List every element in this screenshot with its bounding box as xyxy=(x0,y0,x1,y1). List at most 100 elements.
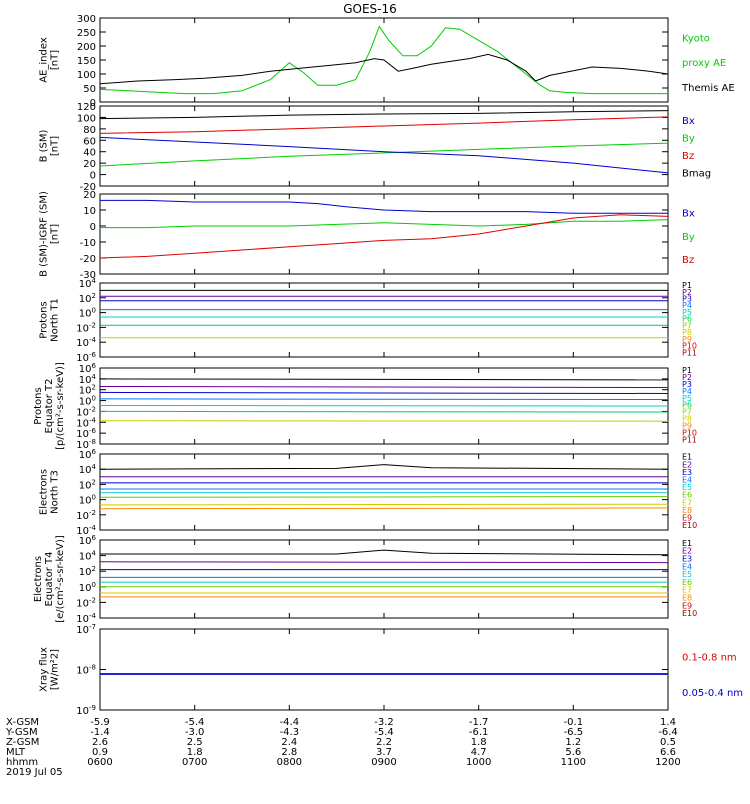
xaxis-tick-label: 4.7 xyxy=(471,747,487,758)
protons-equator-t2-ytick-label: 10-8 xyxy=(76,438,96,451)
xaxis-tick-label: 1.8 xyxy=(187,747,203,758)
xaxis-tick-label: -5.4 xyxy=(185,717,205,728)
ae-index-ytick-label: 250 xyxy=(77,28,96,39)
xaxis-tick-label: 1100 xyxy=(561,757,586,768)
b-sm-igrf-ytick-label: 20 xyxy=(83,190,96,201)
protons-north-t1-ytick-label: 10-2 xyxy=(76,321,96,334)
protons-equator-t2-series-p4 xyxy=(99,398,669,400)
b-sm-igrf-legend-label: Bz xyxy=(682,255,694,266)
xaxis-tick-label: 0800 xyxy=(277,757,302,768)
b-sm-legend-label: Bz xyxy=(682,151,694,162)
electrons-equator-t4-legend-label: E10 xyxy=(682,609,697,618)
xaxis-tick-label: 6.6 xyxy=(660,747,676,758)
electrons-equator-t4-legend-label: E8 xyxy=(682,593,692,602)
ae-index-ytick-label: 100 xyxy=(77,70,96,81)
xaxis-tick-label: -0.1 xyxy=(564,717,584,728)
electrons-north-t3-series-e6 xyxy=(99,496,669,498)
electrons-north-t3-ytick-label: 102 xyxy=(79,478,96,491)
ae-index-series-kyoto-proxy-ae xyxy=(99,25,668,95)
b-sm-ytick-label: 100 xyxy=(77,113,96,124)
xaxis-tick-label: -5.4 xyxy=(374,727,394,738)
protons-north-t1-legend-label: P10 xyxy=(682,342,697,351)
xaxis-row-label: Y-GSM xyxy=(5,727,38,738)
ae-index-series-themis-ae xyxy=(99,53,669,85)
xaxis-tick-label: -6.5 xyxy=(564,727,584,738)
protons-north-t1-legend-label: P8 xyxy=(682,328,692,337)
electrons-north-t3-legend-label: E5 xyxy=(682,483,692,492)
protons-equator-t2-legend-label: P4 xyxy=(682,387,692,396)
protons-north-t1-ytick-label: 10-4 xyxy=(76,336,96,349)
xaxis-tick-label: 0600 xyxy=(87,757,112,768)
b-sm-ytick-label: 120 xyxy=(77,102,96,113)
protons-north-t1-frame xyxy=(99,282,669,358)
xray-flux-ytick-label: 10-7 xyxy=(76,623,96,636)
xaxis-tick-label: -1.7 xyxy=(469,717,489,728)
b-sm-ytick-label: 80 xyxy=(83,125,96,136)
electrons-north-t3-series-e8 xyxy=(99,507,669,510)
ae-index-legend-label: Themis AE xyxy=(681,83,735,94)
electrons-north-t3-series-e1 xyxy=(99,464,669,470)
electrons-equator-t4-legend-label: E6 xyxy=(682,578,692,587)
b-sm-igrf-series-bx xyxy=(100,199,668,214)
protons-north-t1-legend-label: P9 xyxy=(682,335,692,344)
ae-index-ylabel: AE_index xyxy=(39,37,50,83)
xaxis-tick-label: 0.5 xyxy=(660,737,676,748)
date-label: 2019 Jul 05 xyxy=(6,767,63,778)
electrons-north-t3-ytick-label: 106 xyxy=(79,448,97,461)
protons-equator-t2-legend-label: P7 xyxy=(682,408,692,417)
protons-equator-t2-legend-label: P1 xyxy=(682,366,692,375)
ae-index-ytick-label: 50 xyxy=(83,84,96,95)
electrons-equator-t4-ytick-label: 102 xyxy=(79,565,96,578)
protons-equator-t2-ytick-label: 106 xyxy=(79,362,97,375)
b-sm-series-by xyxy=(99,142,669,167)
xaxis-tick-label: 5.6 xyxy=(565,747,581,758)
b-sm-ytick-label: 60 xyxy=(83,136,96,147)
xaxis-row-label: X-GSM xyxy=(6,717,39,728)
ae-index-legend-label: Kyoto xyxy=(682,34,710,45)
b-sm-ytick-label: 0 xyxy=(90,171,96,182)
protons-north-t1-legend-label: P6 xyxy=(682,315,692,324)
protons-equator-t2-series-p1 xyxy=(99,378,669,381)
protons-equator-t2-series-p5 xyxy=(99,405,669,407)
b-sm-igrf-legend-label: Bx xyxy=(682,209,695,220)
xaxis-tick-label: 2.5 xyxy=(187,737,203,748)
protons-equator-t2-ylabel: Equator T2 xyxy=(44,379,55,434)
xaxis-tick-label: 0700 xyxy=(182,757,207,768)
protons-north-t1-legend-label: P11 xyxy=(682,348,697,357)
b-sm-ytick-label: -20 xyxy=(80,182,96,193)
ae-index-ytick-label: 200 xyxy=(77,42,96,53)
electrons-equator-t4-series-e2 xyxy=(99,561,669,564)
electrons-north-t3-legend-label: E2 xyxy=(682,460,692,469)
electrons-equator-t4-ylabel: Equator T4 xyxy=(44,552,55,607)
xray-flux-ylabel: [W/m²2] xyxy=(50,649,61,690)
protons-north-t1-ytick-label: 104 xyxy=(79,277,97,290)
b-sm-ytick-label: 40 xyxy=(83,148,96,159)
ae-index-ytick-label: 300 xyxy=(77,14,96,25)
b-sm-igrf-ylabel: [nT] xyxy=(50,224,61,244)
electrons-north-t3-series-e7 xyxy=(99,503,669,506)
b-sm-igrf-ytick-label: -10 xyxy=(80,238,96,249)
protons-equator-t2-ytick-label: 10-2 xyxy=(76,405,96,418)
electrons-equator-t4-legend-label: E9 xyxy=(682,601,692,610)
xaxis-tick-label: -1.4 xyxy=(90,727,110,738)
ae-index-ytick-label: 0 xyxy=(90,98,96,109)
ae-index-ylabel: [nT] xyxy=(50,50,61,70)
protons-equator-t2-ylabel: [p/(cm²-s-sr-keV)] xyxy=(55,362,66,450)
xaxis-tick-label: 1.2 xyxy=(565,737,581,748)
xaxis-tick-label: -4.4 xyxy=(280,717,300,728)
protons-equator-t2-legend-label: P2 xyxy=(682,373,692,382)
protons-equator-t2-legend-label: P9 xyxy=(682,421,692,430)
electrons-north-t3-legend-label: E1 xyxy=(682,453,692,462)
protons-north-t1-ytick-label: 10-6 xyxy=(76,351,96,364)
protons-north-t1-legend-label: P7 xyxy=(682,321,692,330)
electrons-equator-t4-ylabel: Electrons xyxy=(33,556,44,602)
xray-flux-legend-label: 0.05-0.4 nm xyxy=(682,688,743,699)
protons-north-t1-legend-label: P2 xyxy=(682,288,692,297)
electrons-equator-t4-ytick-label: 10-2 xyxy=(76,596,96,609)
electrons-equator-t4-legend-label: E4 xyxy=(682,562,692,571)
protons-equator-t2-legend-label: P8 xyxy=(682,415,692,424)
electrons-north-t3-legend-label: E8 xyxy=(682,506,692,515)
electrons-north-t3-ylabel: Electrons xyxy=(39,469,50,515)
